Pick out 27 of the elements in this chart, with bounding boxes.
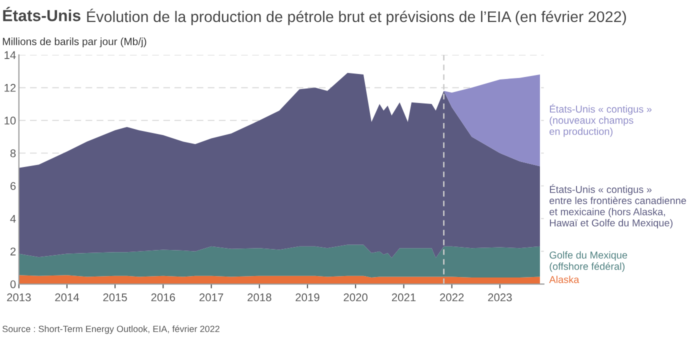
- series-label: Alaska: [549, 276, 580, 284]
- x-tick-label: 2023: [488, 293, 512, 302]
- x-tick-label: 2014: [55, 293, 80, 302]
- y-tick-label: 0: [10, 280, 16, 288]
- y-tick-label: 6: [10, 182, 16, 190]
- x-tick-label: 2018: [248, 293, 272, 302]
- x-tick-label: 2016: [151, 293, 175, 302]
- x-tick-label: 2020: [344, 293, 368, 302]
- x-tick-label: 2022: [440, 293, 464, 302]
- y-tick-label: 8: [10, 149, 16, 158]
- chart-title: États-Unis: [3, 6, 80, 22]
- x-tick-label: 2017: [200, 293, 224, 302]
- y-tick-label: 10: [4, 116, 16, 125]
- y-tick-label: 4: [10, 214, 16, 223]
- series-label: États-Unis « contigus » entre les frontières canadienne et mexicaine (hors Alaska, Hawaï et Golfe du Mexique): [550, 184, 686, 228]
- chart-subtitle: Évolution de la production de pétrole brut et prévisions de l’EIA (en février 2022): [87, 8, 626, 26]
- y-axis-title: Millions de barils par jour (Mb/j): [2, 38, 146, 48]
- source-note: Source : Short-Term Energy Outlook, EIA, février 2022: [2, 325, 220, 334]
- y-tick-label: 2: [10, 248, 16, 256]
- series-label: États-Unis « contigus » (nouveaux champs en production): [550, 104, 652, 137]
- x-tick-label: 2019: [296, 293, 320, 302]
- x-tick-label: 2015: [103, 293, 127, 302]
- y-tick-label: 12: [4, 84, 16, 92]
- x-tick-label: 2021: [392, 293, 416, 302]
- series-label: Golfe du Mexique (offshore fédéral): [550, 251, 628, 272]
- x-tick-label: 2013: [7, 293, 31, 302]
- y-tick-label: 14: [4, 51, 16, 59]
